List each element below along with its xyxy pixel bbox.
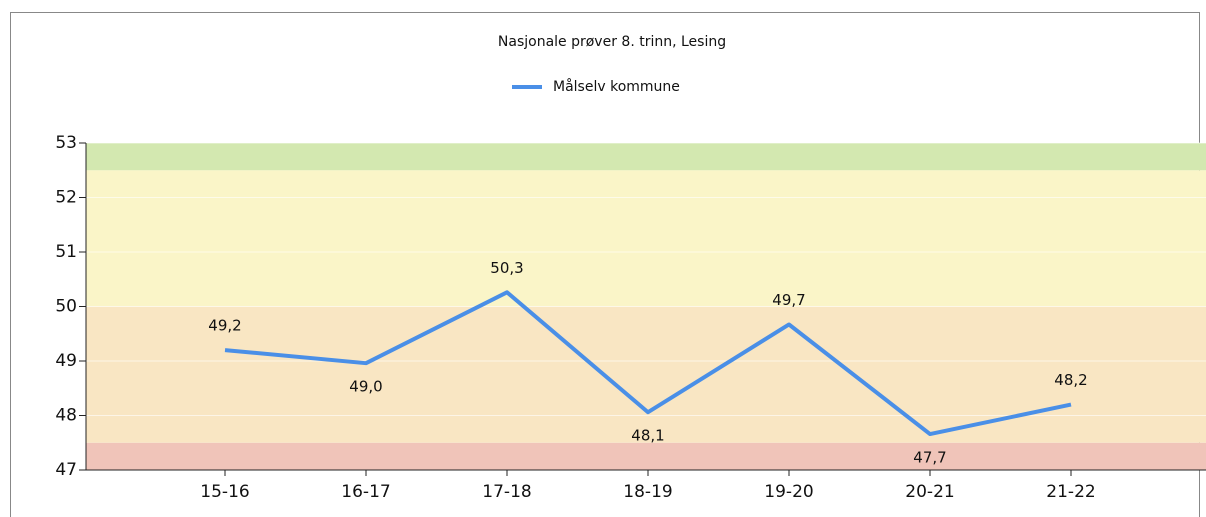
line — [224, 290, 1072, 437]
x-tick-label: 15-16 — [200, 482, 249, 502]
x-tick-label: 19-20 — [764, 482, 813, 502]
y-tick-label: 48 — [55, 406, 77, 426]
y-tick-label: 49 — [55, 351, 77, 371]
chart-title: Nasjonale prøver 8. trinn, Lesing — [498, 34, 726, 50]
y-tick-label: 53 — [55, 133, 77, 153]
data-label: 49,0 — [349, 378, 382, 396]
data-label: 48,1 — [631, 427, 664, 445]
y-tick-label: 50 — [55, 297, 77, 317]
data-label: 47,7 — [913, 449, 946, 467]
band — [86, 306, 1206, 443]
y-tick-label: 47 — [55, 460, 77, 480]
band — [86, 170, 1206, 307]
band — [86, 442, 1206, 470]
data-label: 50,3 — [490, 259, 523, 277]
x-tick-label: 20-21 — [905, 482, 954, 502]
data-label: 48,2 — [1054, 371, 1087, 389]
y-tick-label: 52 — [55, 188, 77, 208]
y-tick-label: 51 — [55, 242, 77, 262]
x-tick-label: 18-19 — [623, 482, 672, 502]
x-tick-label: 16-17 — [341, 482, 390, 502]
data-label: 49,7 — [772, 291, 805, 309]
band — [86, 143, 1206, 171]
legend-label: Målselv kommune — [553, 78, 680, 95]
data-label: 49,2 — [208, 317, 241, 335]
x-tick-label: 21-22 — [1046, 482, 1095, 502]
x-tick-label: 17-18 — [482, 482, 531, 502]
